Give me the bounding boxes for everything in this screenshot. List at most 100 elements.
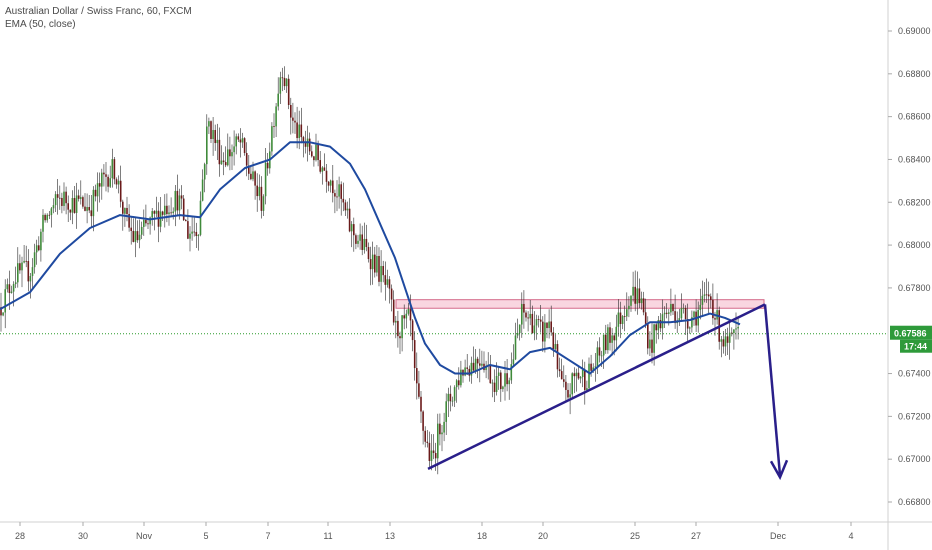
candle-body xyxy=(537,319,540,320)
candle-body xyxy=(628,305,630,310)
candle-body xyxy=(243,138,246,154)
candle-body xyxy=(493,382,496,392)
candle-body xyxy=(29,276,32,282)
candle-body xyxy=(424,430,426,442)
candle-body xyxy=(80,197,82,199)
candle-body xyxy=(392,299,395,323)
candle-body xyxy=(577,372,580,379)
candle-body xyxy=(525,312,527,318)
candle-body xyxy=(342,198,345,203)
candle-body xyxy=(523,303,525,313)
candle-body xyxy=(733,329,735,333)
candle-body xyxy=(653,324,655,353)
candle-body xyxy=(182,198,185,221)
candle-body xyxy=(279,77,282,94)
candle-body xyxy=(119,180,122,202)
candle-body xyxy=(96,183,99,197)
candle-body xyxy=(596,347,599,367)
candle-body xyxy=(82,197,84,207)
candle-body xyxy=(621,316,624,324)
candle-body xyxy=(390,288,393,300)
candle-body xyxy=(264,162,267,197)
candle-body xyxy=(441,432,443,435)
candle-body xyxy=(495,375,498,392)
candle-body xyxy=(56,194,59,198)
candle-body xyxy=(132,230,135,242)
candle-body xyxy=(61,197,63,206)
candle-body xyxy=(84,206,86,211)
candle-body xyxy=(674,311,676,324)
candle-body xyxy=(252,171,254,180)
countdown-value: 17:44 xyxy=(904,342,927,352)
candle-body xyxy=(8,284,11,294)
candle-body xyxy=(336,196,338,198)
candle-body xyxy=(101,172,103,187)
candle-body xyxy=(518,324,521,334)
y-tick-label: 0.67200 xyxy=(898,411,931,421)
candle-body xyxy=(117,180,120,185)
candle-body xyxy=(737,326,739,329)
x-tick-label: 27 xyxy=(691,531,701,541)
candle-body xyxy=(707,294,710,297)
candle-body xyxy=(277,93,279,107)
candle-body xyxy=(197,234,200,237)
candle-body xyxy=(632,286,634,296)
candle-body xyxy=(227,149,229,166)
candle-body xyxy=(581,369,584,378)
candle-body xyxy=(115,179,118,185)
candle-body xyxy=(405,313,408,319)
candle-body xyxy=(317,144,319,161)
candle-body xyxy=(651,339,653,353)
candle-body xyxy=(449,393,452,402)
candle-body xyxy=(703,294,706,296)
candle-body xyxy=(71,198,74,213)
last-price-value: 0.67586 xyxy=(894,329,927,339)
x-tick-label: 30 xyxy=(78,531,88,541)
candle-body xyxy=(617,312,620,327)
candle-body xyxy=(6,284,9,290)
candle-body xyxy=(2,312,4,316)
candle-body xyxy=(166,205,168,215)
candle-body xyxy=(600,355,603,357)
candle-body xyxy=(208,121,210,127)
support-trendline xyxy=(427,303,766,470)
candle-body xyxy=(357,240,359,244)
candle-body xyxy=(705,294,708,296)
candle-body xyxy=(665,312,668,314)
candle-body xyxy=(338,184,340,197)
candle-body xyxy=(468,368,471,376)
candle-body xyxy=(10,291,13,294)
candle-body xyxy=(720,339,723,342)
candle-body xyxy=(491,382,494,384)
candle-body xyxy=(50,208,53,216)
candle-body xyxy=(615,326,618,341)
candle-body xyxy=(714,318,716,320)
candle-body xyxy=(19,263,21,271)
candle-body xyxy=(447,393,450,402)
candle-body xyxy=(403,315,405,319)
candle-body xyxy=(319,160,321,172)
candle-body xyxy=(474,358,477,371)
candle-body xyxy=(445,401,447,422)
candle-body xyxy=(605,334,607,351)
candle-body xyxy=(128,214,130,228)
candle-body xyxy=(569,394,571,398)
candle-body xyxy=(168,212,170,215)
y-tick-label: 0.67800 xyxy=(898,283,931,293)
candle-body xyxy=(256,185,258,197)
candle-body xyxy=(409,308,412,321)
candle-body xyxy=(590,363,592,371)
candle-body xyxy=(571,373,573,395)
candle-body xyxy=(657,320,660,331)
candle-body xyxy=(369,259,372,270)
candle-body xyxy=(287,78,290,105)
candle-body xyxy=(109,178,111,187)
candle-body xyxy=(655,324,657,331)
x-tick-label: Dec xyxy=(770,531,787,541)
candle-body xyxy=(216,139,219,144)
candle-body xyxy=(302,137,305,143)
candle-body xyxy=(453,387,456,401)
candle-body xyxy=(542,321,544,342)
